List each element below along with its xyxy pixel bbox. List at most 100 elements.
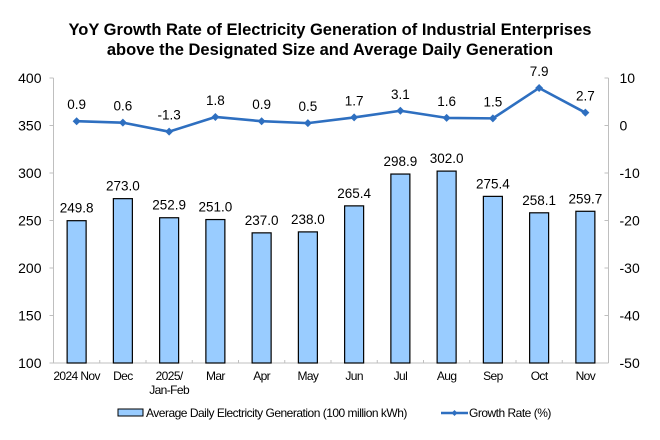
bar-value-label: 259.7: [568, 191, 602, 206]
x-axis-category-line: Oct: [531, 369, 549, 383]
growth-rate-value-label: 7.9: [530, 64, 549, 79]
x-axis-category-label: Oct: [531, 369, 549, 383]
x-axis-category-label: Sep: [483, 369, 503, 383]
growth-rate-value-label: 0.6: [113, 99, 132, 114]
growth-rate-marker: [72, 117, 81, 126]
x-axis-category-line: Apr: [253, 369, 270, 383]
bar: [159, 217, 180, 364]
bar: [529, 212, 550, 364]
growth-rate-value-label: 1.7: [345, 93, 364, 108]
right-axis-tick-label: -20: [620, 213, 640, 229]
x-axis-category-line: Nov: [576, 369, 596, 383]
growth-rate-marker: [118, 118, 127, 127]
growth-rate-value-label: 1.8: [206, 93, 225, 108]
x-axis-category-label: Mar: [206, 369, 225, 383]
bar: [297, 231, 318, 364]
growth-rate-value-label: 1.6: [437, 94, 456, 109]
x-axis-category-label: Jun: [345, 369, 363, 383]
bar-value-label: 238.0: [291, 212, 325, 227]
x-axis-category-label: Nov: [576, 369, 596, 383]
growth-rate-marker: [535, 83, 544, 92]
growth-rate-value-label: 2.7: [576, 89, 595, 104]
x-axis-category-line: 2025/: [156, 369, 184, 383]
bar: [344, 205, 365, 364]
growth-rate-value-label: -1.3: [157, 108, 180, 123]
growth-rate-marker: [211, 112, 220, 121]
data-labels: 249.8 273.0 252.9 251.0 237.0 238.0 265.4 298.9…: [60, 64, 603, 228]
growth-rate-marker: [303, 119, 312, 128]
bar: [575, 210, 596, 364]
bar-value-label: 273.0: [106, 179, 140, 194]
bar-series: [66, 170, 596, 364]
growth-rate-marker: [257, 117, 266, 126]
legend-bar-label: Average Daily Electricity Generation (10…: [146, 406, 407, 420]
bar: [390, 173, 411, 364]
right-axis-tick-label: -30: [620, 260, 640, 276]
bar-value-label: 258.1: [522, 193, 556, 208]
x-axis-category-label: Jul: [394, 369, 408, 383]
x-axis-category-line: Sep: [483, 369, 503, 383]
legend-bar-swatch: [117, 408, 144, 417]
bar: [251, 232, 272, 364]
growth-rate-value-label: 0.9: [252, 97, 271, 112]
bar: [205, 218, 226, 364]
left-axis-tick-label: 250: [18, 213, 42, 229]
growth-rate-line: [76, 86, 586, 133]
x-axis-category-line: Dec: [113, 369, 133, 383]
x-axis-category-label: 2025/Jan-Feb: [149, 369, 190, 397]
x-axis-category-line: Mar: [206, 369, 225, 383]
bar-value-label: 298.9: [383, 154, 417, 169]
growth-rate-marker: [165, 127, 174, 136]
x-axis-category-line: May: [297, 369, 318, 383]
bar: [112, 198, 133, 364]
x-axis-category-line: Jun: [345, 369, 363, 383]
bar-value-label: 249.8: [60, 201, 94, 216]
bar-value-label: 275.4: [476, 176, 510, 191]
right-axis-tick-label: 10: [620, 70, 636, 86]
right-axis-tick-label: 0: [620, 118, 628, 134]
chart-title-line-2: above the Designated Size and Average Da…: [106, 41, 554, 59]
bar-value-label: 265.4: [337, 186, 371, 201]
bar-value-label: 251.0: [198, 200, 232, 215]
bar-value-label: 302.0: [430, 151, 464, 166]
growth-rate-value-label: 0.9: [67, 97, 86, 112]
legend-line-label: Growth Rate (%): [469, 406, 551, 420]
x-axis-category-label: Dec: [113, 369, 133, 383]
chart-title-line-1: YoY Growth Rate of Electricity Generatio…: [68, 21, 592, 39]
x-axis-category-label: Apr: [253, 369, 270, 383]
bar-value-label: 252.9: [152, 198, 186, 213]
right-axis-tick-label: -50: [620, 355, 640, 371]
chart-title: YoY Growth Rate of Electricity Generatio…: [0, 20, 660, 60]
growth-rate-marker: [350, 113, 359, 122]
x-axis-category-line: Jan-Feb: [149, 383, 190, 397]
left-axis-tick-label: 150: [18, 308, 42, 324]
axes: 100 150 200 250 300 350 400 -50 -40 -30 -20 -10 0 10 2…: [18, 70, 640, 397]
legend-line-marker: [451, 410, 458, 416]
growth-rate-value-label: 0.5: [298, 99, 317, 114]
right-axis-tick-label: -10: [620, 165, 640, 181]
x-axis-category-label: Aug: [437, 369, 457, 383]
growth-rate-marker: [488, 114, 497, 123]
growth-rate-value-label: 3.1: [391, 87, 410, 102]
growth-rate-marker: [581, 108, 590, 117]
bar: [482, 195, 503, 364]
bar: [436, 170, 457, 364]
left-axis-tick-label: 100: [18, 355, 42, 371]
x-axis-category-label: 2024 Nov: [53, 369, 100, 383]
left-axis-tick-label: 350: [18, 118, 42, 134]
legend: Average Daily Electricity Generation (10…: [117, 406, 552, 420]
growth-rate-marker: [442, 113, 451, 122]
left-axis-tick-label: 200: [18, 260, 42, 276]
left-axis-tick-label: 300: [18, 165, 42, 181]
left-axis-tick-label: 400: [18, 70, 42, 86]
bar-value-label: 237.0: [245, 213, 279, 228]
growth-rate-marker: [396, 106, 405, 115]
x-axis-category-line: 2024 Nov: [53, 369, 100, 383]
x-axis-category-line: Aug: [437, 369, 457, 383]
x-axis-category-label: May: [297, 369, 318, 383]
growth-rate-value-label: 1.5: [483, 94, 502, 109]
x-axis-category-line: Jul: [394, 369, 408, 383]
line-series: [72, 83, 590, 136]
right-axis-tick-label: -40: [620, 308, 640, 324]
